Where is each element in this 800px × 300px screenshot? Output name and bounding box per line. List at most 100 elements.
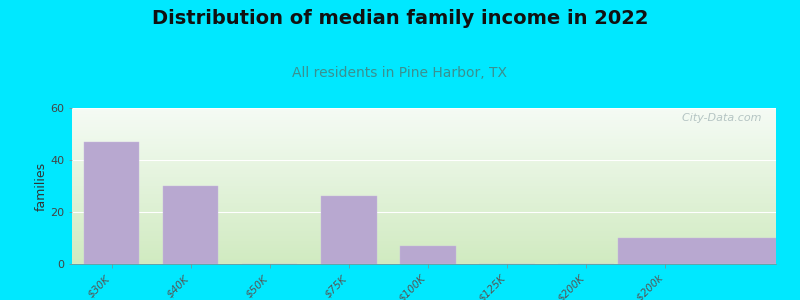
Bar: [72, 121, 776, 122]
Bar: [72, 224, 776, 225]
Bar: [72, 250, 776, 251]
Bar: [72, 222, 776, 224]
Bar: [72, 119, 776, 121]
Bar: [72, 209, 776, 211]
Bar: [72, 253, 776, 255]
Bar: [72, 177, 776, 178]
Bar: [72, 170, 776, 172]
Bar: [72, 219, 776, 220]
Bar: [72, 245, 776, 247]
Bar: [72, 124, 776, 125]
Bar: [72, 153, 776, 155]
Bar: [72, 141, 776, 142]
Bar: [72, 216, 776, 217]
Bar: [72, 258, 776, 259]
Bar: [72, 220, 776, 222]
Text: All residents in Pine Harbor, TX: All residents in Pine Harbor, TX: [293, 66, 507, 80]
Bar: [72, 186, 776, 188]
Bar: [72, 148, 776, 150]
Bar: [72, 226, 776, 228]
Bar: [72, 178, 776, 180]
Bar: [72, 259, 776, 261]
Bar: [72, 108, 776, 110]
Bar: [72, 199, 776, 200]
Bar: [72, 256, 776, 258]
Bar: [72, 184, 776, 186]
Bar: [72, 158, 776, 160]
Bar: [72, 147, 776, 148]
Bar: [72, 183, 776, 184]
Bar: [72, 180, 776, 181]
Bar: [72, 262, 776, 264]
Bar: [72, 175, 776, 177]
Bar: [72, 142, 776, 144]
Bar: [72, 110, 776, 111]
Bar: [72, 217, 776, 219]
Bar: [72, 239, 776, 241]
Bar: [163, 186, 218, 264]
Bar: [72, 225, 776, 226]
Bar: [72, 203, 776, 205]
Bar: [618, 238, 792, 264]
Bar: [72, 130, 776, 131]
Bar: [72, 163, 776, 164]
Bar: [72, 208, 776, 209]
Bar: [72, 241, 776, 242]
Bar: [72, 214, 776, 216]
Text: City-Data.com: City-Data.com: [675, 113, 762, 123]
Bar: [72, 128, 776, 130]
Bar: [72, 113, 776, 114]
Bar: [72, 231, 776, 233]
Bar: [72, 161, 776, 163]
Bar: [72, 122, 776, 124]
Bar: [72, 195, 776, 197]
Bar: [72, 251, 776, 253]
Bar: [72, 144, 776, 146]
Bar: [72, 194, 776, 195]
Bar: [72, 211, 776, 212]
Bar: [72, 188, 776, 189]
Bar: [72, 138, 776, 139]
Bar: [72, 192, 776, 194]
Bar: [72, 160, 776, 161]
Bar: [72, 139, 776, 141]
Bar: [72, 242, 776, 244]
Bar: [72, 156, 776, 158]
Bar: [72, 136, 776, 138]
Bar: [72, 212, 776, 214]
Bar: [72, 191, 776, 192]
Y-axis label: families: families: [34, 161, 47, 211]
Bar: [72, 205, 776, 206]
Bar: [72, 127, 776, 128]
Bar: [72, 173, 776, 175]
Bar: [72, 255, 776, 256]
Bar: [72, 164, 776, 166]
Bar: [72, 228, 776, 230]
Bar: [72, 167, 776, 169]
Bar: [72, 233, 776, 234]
Bar: [72, 206, 776, 208]
Bar: [72, 181, 776, 183]
Bar: [72, 234, 776, 236]
Bar: [72, 230, 776, 231]
Bar: [72, 134, 776, 136]
Text: Distribution of median family income in 2022: Distribution of median family income in …: [152, 9, 648, 28]
Bar: [72, 131, 776, 133]
Bar: [84, 142, 139, 264]
Bar: [72, 146, 776, 147]
Bar: [72, 200, 776, 202]
Bar: [400, 246, 456, 264]
Bar: [72, 125, 776, 127]
Bar: [72, 244, 776, 245]
Bar: [72, 169, 776, 170]
Bar: [72, 150, 776, 152]
Bar: [72, 261, 776, 262]
Bar: [321, 196, 377, 264]
Bar: [72, 166, 776, 167]
Bar: [72, 152, 776, 153]
Bar: [72, 247, 776, 248]
Bar: [72, 155, 776, 156]
Bar: [72, 238, 776, 239]
Bar: [72, 111, 776, 113]
Bar: [72, 189, 776, 191]
